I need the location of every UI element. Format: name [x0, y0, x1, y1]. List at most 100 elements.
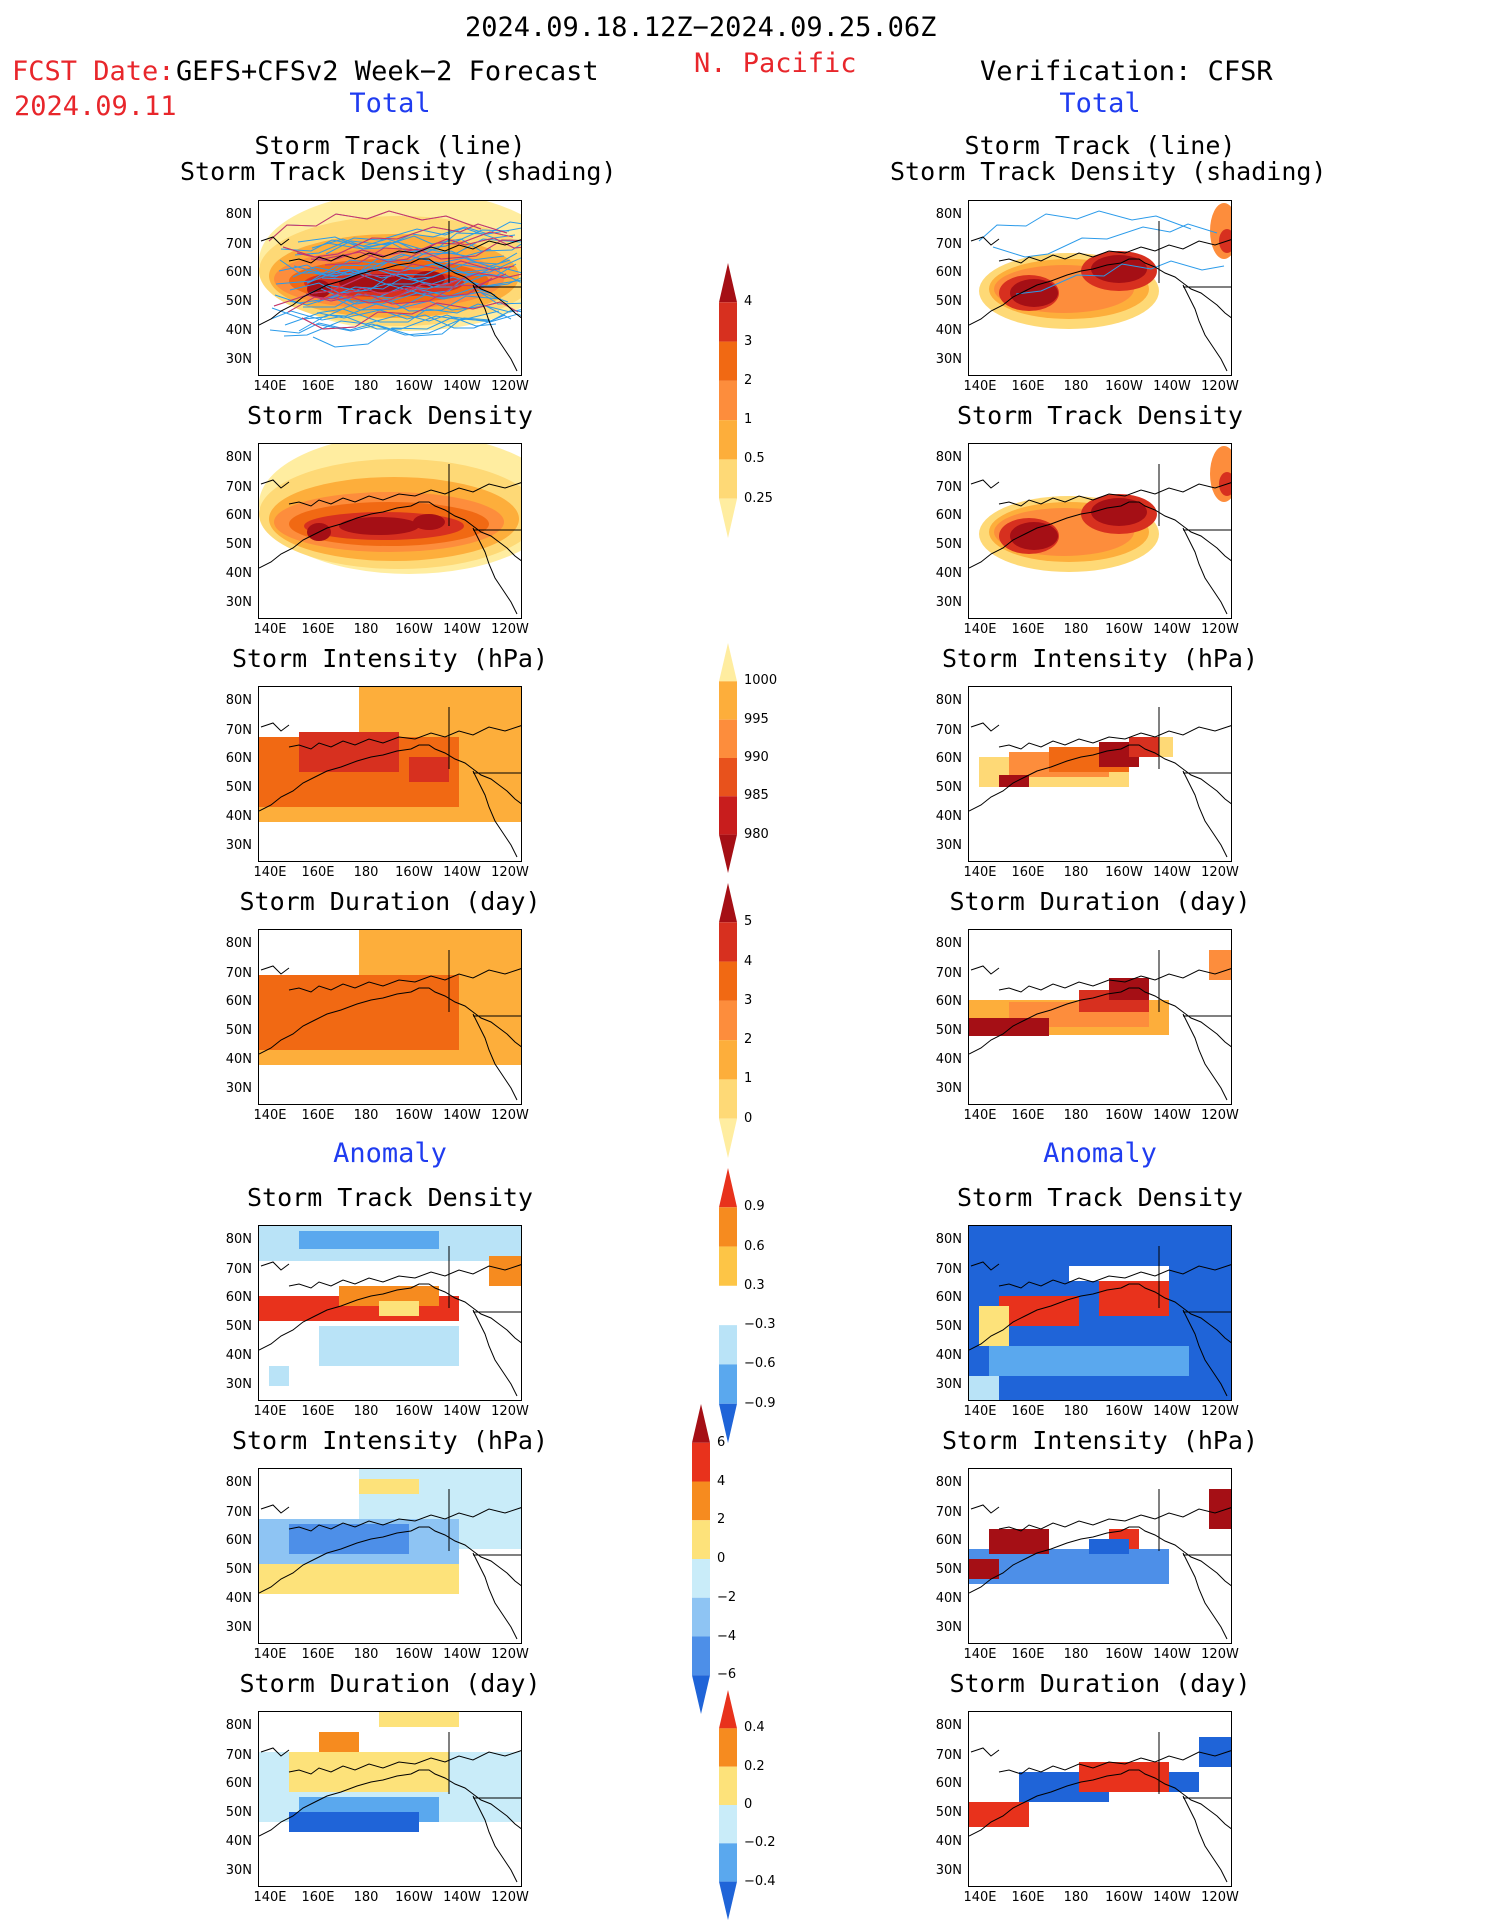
colorbar-label: 0	[717, 1551, 726, 1566]
lat-label: 70N	[225, 966, 252, 981]
lon-label: 160E	[1011, 622, 1045, 637]
colorbar-segment	[692, 1559, 710, 1598]
lat-label: 80N	[935, 936, 962, 951]
colorbar-segment	[719, 719, 737, 758]
lon-label: 140E	[253, 379, 287, 394]
lat-label: 80N	[935, 1232, 962, 1247]
colorbar-segment	[719, 1805, 737, 1844]
lat-label: 80N	[935, 207, 962, 222]
lat-label: 80N	[935, 1475, 962, 1490]
lat-label: 40N	[935, 1591, 962, 1606]
title-anom-duration-right: Storm Duration (day)	[949, 1669, 1251, 1698]
colorbar-segment	[692, 1675, 710, 1714]
colorbar-segment	[692, 1481, 710, 1521]
lat-label: 50N	[935, 294, 962, 309]
lat-label: 60N	[225, 1290, 252, 1305]
lat-label: 80N	[225, 693, 252, 708]
lon-label: 180	[1063, 1890, 1089, 1905]
region-label: N. Pacific	[694, 48, 857, 79]
lon-label: 160E	[1011, 1404, 1045, 1419]
colorbar-segment	[692, 1636, 710, 1676]
colorbar-label: 995	[744, 711, 769, 727]
lon-label: 140W	[1153, 1890, 1191, 1905]
lat-label: 50N	[935, 1023, 962, 1038]
lat-label: 60N	[225, 508, 252, 523]
lat-label: 70N	[225, 723, 252, 738]
lon-label: 160W	[1105, 1404, 1143, 1419]
lon-label: 180	[1063, 1404, 1089, 1419]
lat-label: 60N	[935, 1533, 962, 1548]
colorbar-segment	[719, 1728, 737, 1767]
lat-label: 30N	[225, 1863, 252, 1878]
title-anom-density-right: Storm Track Density	[957, 1183, 1243, 1212]
colorbar-label: −4	[717, 1628, 737, 1644]
lon-label: 180	[1063, 865, 1089, 880]
lon-label: 160W	[395, 379, 433, 394]
lat-label: 60N	[225, 751, 252, 766]
map-panel-fc-density	[258, 443, 522, 619]
lon-label: 160E	[301, 1890, 335, 1905]
colorbar-anom-intensity	[692, 1404, 710, 1714]
lon-label: 120W	[1201, 1647, 1239, 1662]
colorbar-duration	[719, 883, 737, 1158]
lat-label: 70N	[225, 1505, 252, 1520]
colorbar-segment	[719, 681, 737, 720]
lon-label: 160W	[395, 1890, 433, 1905]
lon-label: 160E	[301, 379, 335, 394]
lon-label: 140E	[253, 1108, 287, 1123]
lon-label: 160E	[301, 1647, 335, 1662]
title-track-shading-right: Storm Track Density (shading)	[890, 157, 1327, 186]
lon-label: 160W	[395, 1404, 433, 1419]
lon-label: 120W	[491, 379, 529, 394]
lat-label: 40N	[225, 1834, 252, 1849]
lat-label: 80N	[225, 450, 252, 465]
colorbar-label: −0.4	[744, 1873, 776, 1889]
lon-label: 140E	[253, 1890, 287, 1905]
fcst-date-value: 2024.09.11	[14, 91, 177, 122]
lat-label: 60N	[225, 994, 252, 1009]
colorbar-segment	[719, 263, 737, 303]
lat-label: 50N	[225, 294, 252, 309]
title-track-shading-left: Storm Track Density (shading)	[180, 157, 617, 186]
colorbar-intensity	[719, 643, 737, 873]
map-svg-ob-anom-intensity	[969, 1489, 1231, 1640]
colorbar-segment	[719, 883, 737, 923]
colorbar-segment	[719, 1207, 737, 1247]
colorbar-segment	[719, 1325, 737, 1365]
colorbar-segment	[719, 1766, 737, 1805]
lon-label: 160W	[395, 622, 433, 637]
lon-label: 160E	[1011, 1108, 1045, 1123]
total-label-left: Total	[349, 88, 431, 119]
lat-label: 30N	[225, 595, 252, 610]
title-density-left: Storm Track Density	[247, 401, 533, 430]
lon-label: 140E	[963, 1404, 997, 1419]
lat-label: 40N	[225, 1348, 252, 1363]
date-range-title: 2024.09.18.12Z−2024.09.25.06Z	[465, 12, 937, 43]
lat-label: 40N	[935, 809, 962, 824]
lon-label: 160W	[395, 1108, 433, 1123]
colorbar-anom-duration	[719, 1690, 737, 1920]
colorbar-label: −0.3	[744, 1317, 776, 1333]
lon-label: 160E	[1011, 1890, 1045, 1905]
lon-label: 140W	[443, 1890, 481, 1905]
lon-label: 180	[353, 865, 379, 880]
lon-label: 120W	[1201, 622, 1239, 637]
lon-label: 120W	[491, 622, 529, 637]
lon-label: 160W	[1105, 1890, 1143, 1905]
colorbar-label: 0.2	[744, 1758, 765, 1774]
lon-label: 140W	[1153, 1108, 1191, 1123]
colorbar-label: −2	[717, 1589, 737, 1605]
lon-label: 180	[353, 379, 379, 394]
colorbar-segment	[719, 1403, 737, 1443]
lon-label: 160E	[1011, 865, 1045, 880]
colorbar-label: 3	[744, 333, 753, 349]
colorbar-segment	[692, 1597, 710, 1637]
colorbar-label: −6	[717, 1667, 737, 1683]
colorbar-segment	[719, 459, 737, 499]
map-svg-ob-anom-density	[969, 1226, 1231, 1400]
colorbar-density	[719, 263, 737, 538]
lon-label: 120W	[491, 1647, 529, 1662]
lat-label: 70N	[935, 966, 962, 981]
colorbar-label: 4	[717, 1473, 726, 1489]
map-panel-ob-anom-intensity	[968, 1468, 1232, 1644]
